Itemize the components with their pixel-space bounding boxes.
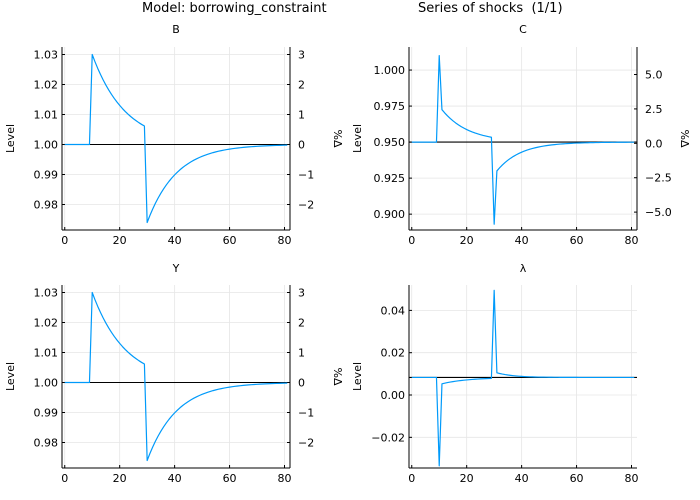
- y-tick-label: 0.925: [374, 172, 406, 185]
- y-axis-label: Level: [351, 124, 364, 153]
- x-tick-label: 0: [408, 472, 415, 485]
- y-tick-label-right: 3: [298, 49, 305, 62]
- y-tick-label-right: 3: [298, 287, 305, 300]
- y-tick-label-right: 1: [298, 109, 305, 122]
- y-tick-label: −0.02: [371, 431, 405, 444]
- y-tick-label: 1.00: [34, 139, 59, 152]
- y-tick-label-right: 2.5: [645, 103, 663, 116]
- series-line-lambda: [411, 289, 635, 467]
- y-tick-label-right: 0: [298, 139, 305, 152]
- series-line-Y: [64, 291, 288, 462]
- x-tick-label: 20: [460, 472, 474, 485]
- x-tick-label: 20: [113, 234, 127, 247]
- subplot-B: 0 20 40 60 80 0.98 0.99 1.00 1.01 1.02 1.03 −2 −1 0 1 2…: [4, 23, 344, 247]
- y-tick-label: 1.00: [34, 377, 59, 390]
- y-tick-label: 0.950: [374, 136, 406, 149]
- model-title: Model: borrowing_constraint: [142, 1, 327, 16]
- y-axis-label-right: %Δ: [678, 130, 691, 148]
- x-tick-label: 20: [460, 234, 474, 247]
- y-tick-label-right: −2: [298, 199, 314, 212]
- x-tick-label: 0: [61, 472, 68, 485]
- x-tick-label: 80: [625, 472, 639, 485]
- x-tick-label: 40: [168, 234, 182, 247]
- y-axis-label: Level: [4, 124, 17, 153]
- y-tick-label: 0.99: [34, 169, 59, 182]
- x-tick-label: 60: [570, 234, 584, 247]
- y-tick-label: 0.900: [374, 208, 406, 221]
- subplot-title: B: [172, 23, 180, 36]
- y-tick-label: 0.98: [34, 437, 59, 450]
- y-tick-label-right: 5.0: [645, 69, 663, 82]
- y-axis-label: Level: [351, 362, 364, 391]
- subplot-title: Y: [172, 262, 180, 275]
- y-tick-label: 0.02: [381, 347, 406, 360]
- y-tick-label-right: 0.0: [645, 137, 663, 150]
- series-line-C: [411, 55, 635, 225]
- y-tick-label: 0.98: [34, 199, 59, 212]
- x-tick-label: 40: [515, 472, 529, 485]
- x-tick-label: 0: [61, 234, 68, 247]
- y-tick-label: 1.02: [34, 79, 59, 92]
- y-tick-label-right: −1: [298, 169, 314, 182]
- y-tick-label-right: −5.0: [645, 206, 672, 219]
- y-tick-label-right: −1: [298, 407, 314, 420]
- y-tick-label: 0.975: [374, 100, 406, 113]
- y-tick-label: 1.03: [34, 49, 59, 62]
- x-tick-label: 80: [278, 234, 292, 247]
- y-tick-label: 1.01: [34, 347, 59, 360]
- y-tick-label-right: −2: [298, 437, 314, 450]
- y-tick-label: 1.02: [34, 317, 59, 330]
- x-tick-label: 20: [113, 472, 127, 485]
- y-tick-label: 1.01: [34, 109, 59, 122]
- x-tick-label: 60: [570, 472, 584, 485]
- y-tick-label: 0.99: [34, 407, 59, 420]
- y-axis-label-right: %Δ: [331, 130, 344, 148]
- y-tick-label: 1.03: [34, 287, 59, 300]
- x-tick-label: 40: [168, 472, 182, 485]
- subplot-title: λ: [520, 262, 527, 275]
- x-tick-label: 60: [223, 472, 237, 485]
- y-tick-label-right: −2.5: [645, 172, 672, 185]
- subplot-Y: 0 20 40 60 80 0.98 0.99 1.00 1.01 1.02 1.03 −2 −1 0 1 2…: [4, 262, 344, 485]
- subplot-title: C: [519, 23, 527, 36]
- y-axis-label-right: %Δ: [331, 368, 344, 386]
- y-tick-label-right: 0: [298, 377, 305, 390]
- y-axis-label: Level: [4, 362, 17, 391]
- x-tick-label: 40: [515, 234, 529, 247]
- series-title: Series of shocks (1/1): [418, 1, 563, 16]
- x-tick-label: 0: [408, 234, 415, 247]
- y-tick-label-right: 2: [298, 317, 305, 330]
- x-tick-label: 80: [278, 472, 292, 485]
- y-tick-label: 0.04: [381, 304, 406, 317]
- y-tick-label: 1.000: [374, 64, 406, 77]
- y-tick-label-right: 2: [298, 79, 305, 92]
- x-tick-label: 80: [625, 234, 639, 247]
- y-tick-label: 0.00: [381, 389, 406, 402]
- figure-suptitle: Model: borrowing_constraint Series of sh…: [0, 0, 700, 18]
- subplot-C: 0 20 40 60 80 0.900 0.925 0.950 0.975 1.000 −5.0 −2…: [351, 23, 691, 247]
- subplot-lambda: 0 20 40 60 80 −0.02 0.00 0.02 0.04 λ Level: [351, 262, 639, 485]
- series-line-B: [64, 53, 288, 224]
- x-tick-label: 60: [223, 234, 237, 247]
- y-tick-label-right: 1: [298, 347, 305, 360]
